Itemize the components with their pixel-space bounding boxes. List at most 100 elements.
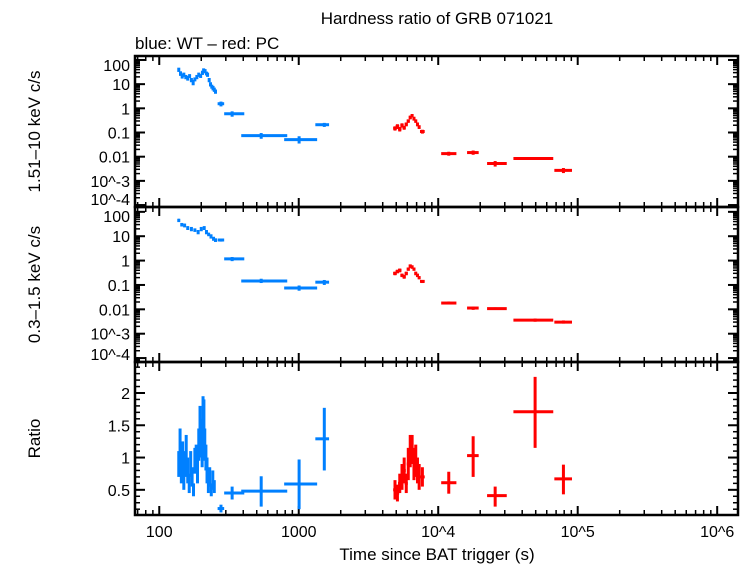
panel-frame [133,54,740,209]
data-point [207,232,211,237]
y-tick-label: 100 [103,209,130,226]
data-point [200,434,204,468]
y-tick-label: 2 [121,386,130,403]
data-point [224,111,245,117]
y-tick-label: 0.1 [108,278,130,295]
data-point [217,101,225,107]
data-point [467,306,479,310]
data-point [487,307,507,311]
data-point [404,122,408,127]
data-point [410,265,414,269]
y-tick-label: 0.5 [108,483,130,500]
data-point [193,228,197,232]
data-point [404,271,408,276]
data-point [177,218,181,223]
y-tick-label: 1 [121,101,130,118]
data-point [554,320,572,324]
data-point [209,234,213,239]
data-point [207,77,211,83]
data-point [417,125,421,129]
series-PC [393,376,572,507]
chart-subtitle: blue: WT – red: PC [135,34,279,53]
data-point [412,116,416,121]
data-point [412,267,416,271]
data-point [554,168,572,174]
data-point [406,267,410,271]
y-tick-label: 1 [121,451,130,468]
series-WT [177,218,330,291]
data-point [315,279,330,285]
y-axis-label: Ratio [25,419,44,459]
data-point [193,77,197,82]
data-point [315,407,330,471]
data-point [419,467,425,487]
panel-1: 100 10 1 0.1 0.01 10^-310^-4 1.51–10 keV c/s [25,54,740,209]
data-point [402,457,406,484]
x-tick-label: 1000 [281,524,317,541]
data-point [217,504,225,513]
y-tick-label: 10^-3 [90,174,130,191]
data-point [241,278,288,284]
data-point [183,223,187,228]
data-point [284,136,318,144]
data-point [213,89,217,94]
data-point [419,129,425,134]
y-tick-label: 1 [121,254,130,271]
y-tick-label: 0.01 [99,302,130,319]
data-point [467,150,479,155]
data-point [441,151,457,156]
data-point [415,273,419,278]
y-axis-label: 0.3–1.5 keV c/s [25,226,44,343]
data-point [441,301,457,305]
data-point [441,471,457,494]
data-point [467,436,479,477]
series-WT [177,67,330,144]
data-point [224,486,245,500]
data-point [182,72,186,77]
data-point [241,476,288,507]
data-point [199,226,203,232]
data-point [402,125,406,130]
data-point [487,161,507,167]
data-point [414,271,418,276]
data-point [196,229,200,235]
data-point [414,119,418,123]
data-point [487,486,507,507]
series-PC [393,114,572,174]
x-tick-label: 100 [146,524,173,541]
data-point [188,74,192,78]
y-tick-label: 10^-4 [90,192,130,209]
data-point [186,226,190,230]
data-point [195,457,199,484]
panel-frame [133,360,740,517]
y-tick-label: 1.5 [108,418,130,435]
data-point [395,124,400,129]
y-tick-label: 10^-4 [90,347,130,364]
data-point [178,428,182,461]
panel-2: 100 10 1 0.1 0.01 10^-3 10^-4 0.3–1.5 keV c/s [25,205,740,364]
data-point [315,122,330,127]
y-axis-label: 1.51–10 keV c/s [25,71,44,193]
y-tick-label: 10^-3 [90,327,130,344]
data-point [513,318,554,322]
data-point [213,238,217,242]
data-point [180,222,184,227]
y-tick-label: 10 [112,229,130,246]
x-tick-label: 10^4 [421,524,455,541]
y-tick-label: 0.1 [108,126,130,143]
y-tick-label: 10 [112,77,130,94]
x-axis-label: Time since BAT trigger (s) [339,545,534,564]
data-point [415,122,419,127]
data-point [202,226,206,230]
data-point [217,238,225,242]
data-point [513,376,554,448]
data-point [241,133,288,139]
data-point [177,67,181,72]
data-point [206,72,210,77]
y-tick-label: 100 [103,58,130,75]
data-point [212,236,216,241]
data-point [410,114,414,118]
panel-3: 0.5 1 1.5 2 Ratio [25,360,740,517]
data-point [398,126,402,132]
